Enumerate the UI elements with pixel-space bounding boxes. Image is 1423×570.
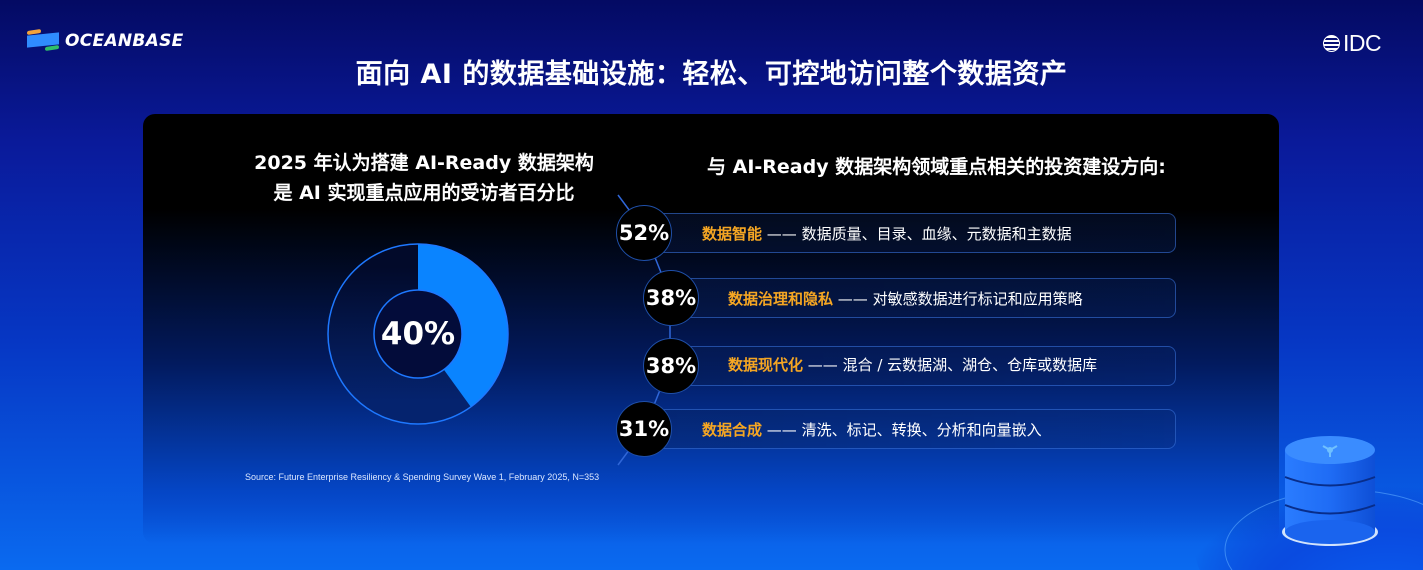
donut-title-line2: 是 AI 实现重点应用的受访者百分比	[273, 182, 575, 204]
oceanbase-logo: OCEANBASE	[27, 29, 184, 52]
percent-bubble-1: 52%	[616, 205, 672, 261]
percent-bubble-2: 38%	[643, 270, 699, 326]
page-title: 面向 AI 的数据基础设施：轻松、可控地访问整个数据资产	[355, 59, 1068, 90]
idc-globe-icon	[1323, 35, 1340, 52]
idc-logo: IDC	[1323, 30, 1382, 57]
item-description: 对敏感数据进行标记和应用策略	[872, 290, 1083, 308]
list-item-text-3: 数据现代化 —— 混合 / 云数据湖、湖仓、仓库或数据库	[728, 356, 1098, 374]
item-highlight: 数据治理和隐私	[728, 290, 834, 308]
list-item-text-4: 数据合成 —— 清洗、标记、转换、分析和向量嵌入	[702, 421, 1042, 439]
item-highlight: 数据智能	[702, 225, 763, 243]
list-item-box-3	[672, 346, 1176, 386]
donut-chart	[327, 243, 509, 425]
donut-value-label: 40%	[380, 316, 456, 352]
database-illustration-icon	[1195, 436, 1423, 570]
item-description: 混合 / 云数据湖、湖仓、仓库或数据库	[842, 356, 1098, 374]
oceanbase-flag-icon	[27, 29, 59, 52]
list-item-box-4	[645, 409, 1176, 449]
percent-bubble-4: 31%	[616, 401, 672, 457]
list-item-text-1: 数据智能 —— 数据质量、目录、血缘、元数据和主数据	[702, 225, 1072, 243]
donut-value-segment	[328, 244, 508, 424]
source-note: Source: Future Enterprise Resiliency & S…	[245, 472, 600, 482]
item-highlight: 数据合成	[702, 421, 763, 439]
list-item-box-1	[645, 213, 1176, 253]
item-description: 清洗、标记、转换、分析和向量嵌入	[801, 421, 1042, 439]
investment-list-title: 与 AI-Ready 数据架构领域重点相关的投资建设方向:	[707, 156, 1166, 178]
idc-wordmark: IDC	[1343, 30, 1382, 56]
item-description: 数据质量、目录、血缘、元数据和主数据	[801, 225, 1072, 243]
item-highlight: 数据现代化	[728, 356, 804, 374]
list-item-box-2	[672, 278, 1176, 318]
percent-bubble-3: 38%	[643, 338, 699, 394]
list-item-text-2: 数据治理和隐私 —— 对敏感数据进行标记和应用策略	[728, 290, 1083, 308]
donut-title-line1: 2025 年认为搭建 AI-Ready 数据架构	[254, 152, 594, 174]
donut-chart-title: 2025 年认为搭建 AI-Ready 数据架构 是 AI 实现重点应用的受访者…	[244, 148, 604, 208]
oceanbase-wordmark: OCEANBASE	[65, 31, 184, 51]
